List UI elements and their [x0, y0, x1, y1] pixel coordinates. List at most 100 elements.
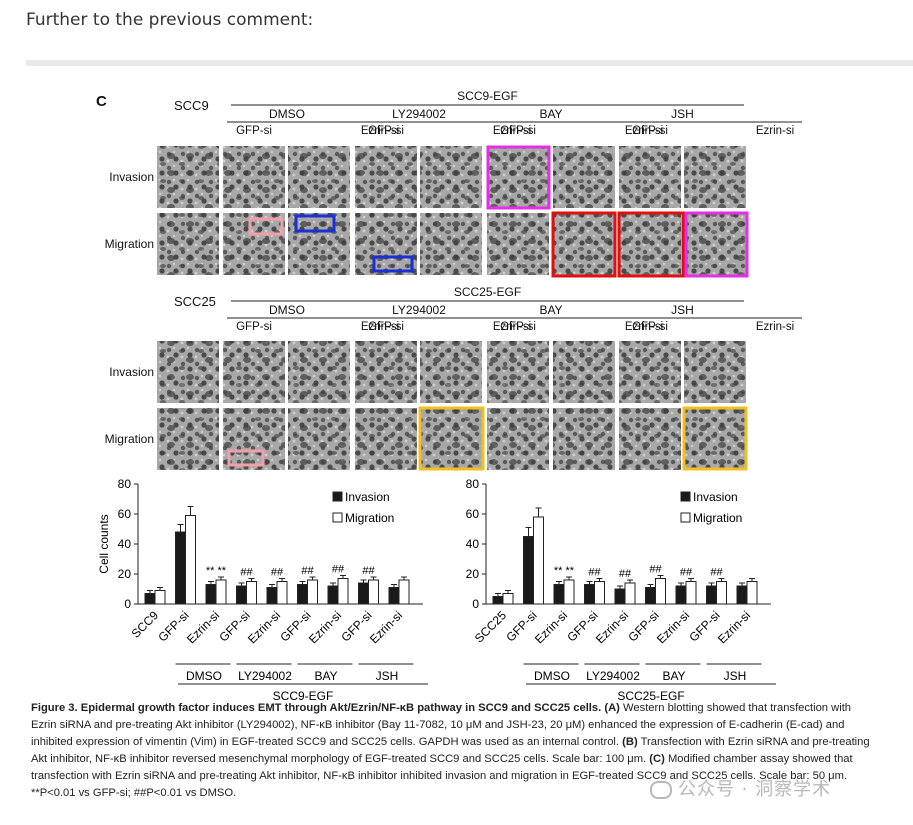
significance-mark: ##	[301, 565, 314, 577]
group-name: BAY	[662, 669, 685, 683]
bar	[215, 579, 227, 605]
sirna-label: Ezrin-si	[493, 321, 531, 333]
micrograph-overlay	[553, 213, 615, 275]
wechat-icon	[650, 781, 672, 799]
micrograph-overlay	[684, 146, 746, 208]
treatment-label: LY294002	[392, 303, 446, 317]
treatment-label: DMSO	[269, 107, 305, 121]
highlight-box	[486, 145, 551, 210]
micrograph-overlay	[157, 408, 219, 470]
group-name: LY294002	[586, 669, 640, 683]
micrograph-overlay	[487, 408, 549, 470]
legend-swatch	[680, 491, 691, 502]
group-name: JSH	[724, 669, 747, 683]
bar	[154, 590, 166, 605]
bar	[327, 585, 339, 605]
micrograph-overlay	[487, 146, 549, 208]
sirna-label: GFP-si	[632, 321, 668, 333]
caption-b-label: (B)	[622, 736, 638, 748]
micrograph-overlay	[420, 146, 482, 208]
cell-line-label: SCC25	[174, 294, 216, 309]
sirna-label: GFP-si	[368, 125, 404, 137]
figure-caption: Figure 3. Epidermal growth factor induce…	[31, 700, 871, 802]
highlight-box	[418, 406, 485, 471]
bar	[502, 593, 514, 605]
group-name: BAY	[314, 669, 337, 683]
bar	[297, 584, 308, 605]
micrograph-overlay	[553, 408, 615, 470]
legend-swatch	[680, 512, 691, 523]
highlight-box	[684, 211, 749, 278]
treatment-label: BAY	[539, 303, 562, 317]
highlight-box	[617, 211, 685, 278]
group-label: SCC9-EGF	[457, 89, 518, 103]
treatment-label: JSH	[671, 107, 694, 121]
row-label-migration: Migration	[105, 432, 154, 446]
bar	[706, 585, 717, 605]
micrograph-overlay	[420, 341, 482, 403]
micrograph-overlay	[157, 213, 219, 275]
micrograph-overlay	[288, 408, 350, 470]
highlight-box	[227, 449, 265, 467]
bar	[175, 531, 186, 605]
highlight-box	[294, 214, 336, 233]
sirna-label: Ezrin-si	[756, 125, 794, 137]
significance-mark: ##	[649, 564, 662, 576]
legend-swatch	[332, 512, 343, 523]
micrograph-overlay	[619, 213, 681, 275]
micrograph-overlay	[157, 341, 219, 403]
micrograph-overlay	[487, 341, 549, 403]
micrograph-overlay	[355, 213, 417, 275]
bar	[563, 579, 575, 605]
bar	[685, 581, 697, 605]
significance-mark: ##	[680, 567, 693, 579]
micrograph-overlay	[288, 146, 350, 208]
micrograph-overlay	[487, 213, 549, 275]
legend-swatch	[332, 491, 343, 502]
sirna-label: Ezrin-si	[361, 321, 399, 333]
micrograph-overlay	[619, 341, 681, 403]
group-name: DMSO	[186, 669, 222, 683]
bar	[266, 587, 278, 605]
micrograph-overlay	[223, 213, 285, 275]
micrograph-overlay	[553, 341, 615, 403]
y-tick-label: 60	[118, 507, 132, 521]
caption-a-text: Western blotting showed that transfectio…	[31, 702, 852, 748]
bar	[675, 585, 687, 605]
treatment-label: DMSO	[269, 303, 305, 317]
sirna-label: Ezrin-si	[361, 125, 399, 137]
sirna-label: Ezrin-si	[493, 125, 531, 137]
caption-c-text: Modified chamber assay showed that trans…	[31, 753, 853, 799]
micrograph-overlay	[288, 341, 350, 403]
micrograph-overlay	[355, 146, 417, 208]
bar	[746, 581, 758, 605]
bar	[594, 581, 605, 605]
bar	[205, 584, 217, 605]
sirna-label: GFP-si	[500, 321, 536, 333]
x-tick-label: Ezrin-si	[593, 608, 631, 646]
micrograph-overlay	[420, 408, 482, 470]
micrograph-overlay	[355, 408, 417, 470]
caption-b-text: Transfection with Ezrin siRNA and pre-tr…	[31, 736, 870, 765]
x-tick-label: Ezrin-si	[715, 608, 753, 646]
bar	[655, 578, 666, 605]
bar	[624, 582, 636, 605]
micrograph-overlay	[157, 146, 219, 208]
bar	[716, 581, 727, 605]
y-tick-label: 0	[124, 597, 131, 611]
treatment-label: LY294002	[392, 107, 446, 121]
micrograph-overlay	[223, 408, 285, 470]
significance-mark: ##	[332, 564, 345, 576]
significance-mark: ##	[240, 567, 253, 579]
micrograph-overlay	[355, 341, 417, 403]
x-tick-label: Ezrin-si	[367, 608, 405, 646]
cell-line-label: SCC9	[174, 98, 209, 113]
highlight-box	[248, 217, 284, 236]
bar	[368, 579, 379, 605]
micrograph-overlay	[223, 341, 285, 403]
row-label-invasion: Invasion	[109, 170, 154, 184]
sirna-label: Ezrin-si	[625, 321, 663, 333]
caption-a-label: (A)	[604, 702, 620, 714]
y-tick-label: 80	[118, 477, 132, 491]
